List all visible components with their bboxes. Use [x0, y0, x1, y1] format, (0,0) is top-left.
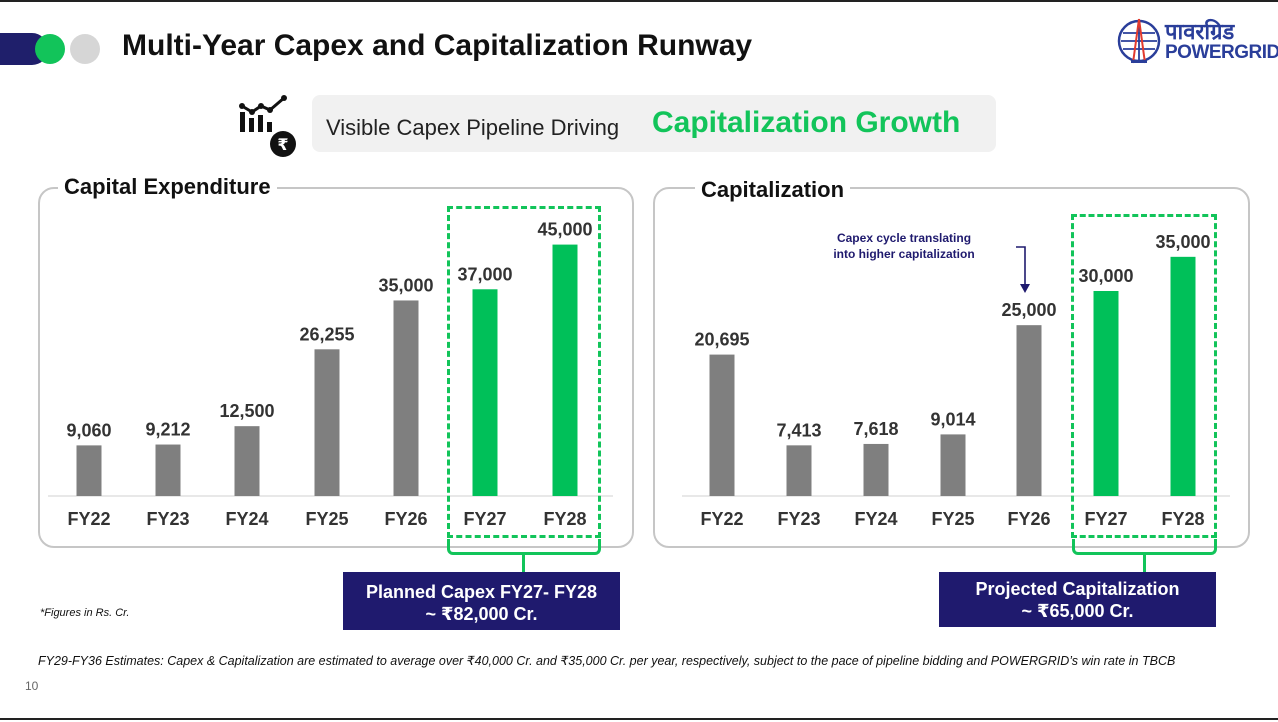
- capex-tick-label-fy27: FY27: [463, 509, 506, 529]
- capex-tick-label-fy25: FY25: [305, 509, 348, 529]
- capitalization-tick-label-fy22: FY22: [700, 509, 743, 529]
- logo-hindi-text: पावरग्रिड: [1165, 20, 1235, 45]
- capitalization-tick-label-fy27: FY27: [1084, 509, 1127, 529]
- capitalization-tick-label-fy24: FY24: [854, 509, 897, 529]
- capex-bar-fy23: [155, 444, 181, 496]
- capex-callout: Planned Capex FY27- FY28 ~ ₹82,000 Cr.: [343, 572, 620, 630]
- capitalization-bar-fy24: [863, 443, 889, 496]
- capex-bar-fy25: [314, 349, 340, 496]
- capitalization-bar-fy22: [709, 354, 735, 496]
- capex-tick-label-fy26: FY26: [384, 509, 427, 529]
- powergrid-logo: पावरग्रिड POWERGRID: [1117, 16, 1278, 68]
- capex-value-label-fy23: 9,212: [145, 420, 190, 440]
- units-footnote: *Figures in Rs. Cr.: [40, 607, 130, 619]
- capitalization-bar-fy23: [786, 445, 812, 496]
- capex-bar-fy26: [393, 300, 419, 496]
- growth-rupee-icon: ₹: [239, 95, 296, 157]
- banner-plain-text: Visible Capex Pipeline Driving: [326, 115, 620, 140]
- capitalization-tick-label-fy25: FY25: [931, 509, 974, 529]
- headline-banner: Visible Capex Pipeline Driving Capitaliz…: [312, 95, 996, 152]
- capitalization-callout-line2: ~ ₹65,000 Cr.: [1021, 601, 1134, 621]
- estimates-footnote: FY29-FY36 Estimates: Capex & Capitalizat…: [38, 654, 1176, 668]
- capex-bracket: [447, 539, 601, 555]
- capitalization-value-label-fy27: 30,000: [1078, 266, 1133, 286]
- capitalization-value-label-fy24: 7,618: [853, 419, 898, 439]
- capex-callout-line2: ~ ₹82,000 Cr.: [425, 604, 538, 624]
- annotation-line1: Capex cycle translating: [836, 231, 972, 245]
- capitalization-bar-fy26: [1016, 325, 1042, 496]
- capitalization-value-label-fy25: 9,014: [930, 409, 975, 429]
- capitalization-chart-title: Capitalization: [695, 177, 851, 203]
- capex-chart-title: Capital Expenditure: [58, 174, 277, 200]
- capex-panel: [38, 187, 634, 548]
- top-rule: [0, 0, 1278, 2]
- capitalization-value-label-fy28: 35,000: [1155, 232, 1210, 252]
- capex-bracket-stem: [522, 554, 525, 572]
- logo-english-text: POWERGRID: [1165, 42, 1278, 63]
- capitalization-bar-fy27: [1093, 291, 1119, 496]
- capitalization-highlight-box: [1071, 214, 1217, 538]
- capitalization-bar-fy28: [1170, 256, 1196, 496]
- page-title: Multi-Year Capex and Capitalization Runw…: [122, 29, 753, 62]
- annotation-arrow-icon: [1016, 246, 1030, 293]
- capex-tick-label-fy23: FY23: [146, 509, 189, 529]
- green-dot-icon: [35, 34, 65, 64]
- bottom-rule: [0, 718, 1278, 720]
- capex-value-label-fy27: 37,000: [457, 264, 512, 284]
- banner-accent-text: Capitalization Growth: [652, 106, 961, 139]
- capitalization-panel: [653, 187, 1250, 548]
- capitalization-callout: Projected Capitalization ~ ₹65,000 Cr.: [939, 572, 1216, 627]
- capex-value-label-fy22: 9,060: [66, 420, 111, 440]
- capex-value-label-fy24: 12,500: [219, 401, 274, 421]
- capex-value-label-fy26: 35,000: [378, 275, 433, 295]
- capex-bar-fy28: [552, 244, 578, 496]
- capitalization-bar-fy25: [940, 434, 966, 496]
- svg-text:₹: ₹: [277, 135, 288, 154]
- capitalization-annotation: Capex cycle translating into higher capi…: [818, 230, 990, 262]
- annotation-line2: into higher capitalization: [833, 247, 975, 261]
- capex-bar-fy24: [234, 426, 260, 496]
- capitalization-tick-label-fy28: FY28: [1161, 509, 1204, 529]
- capex-value-label-fy28: 45,000: [537, 220, 592, 240]
- capitalization-value-label-fy23: 7,413: [776, 420, 821, 440]
- capex-highlight-box: [447, 206, 601, 538]
- capex-bar-fy22: [76, 445, 102, 496]
- capitalization-bracket: [1072, 539, 1217, 555]
- capex-callout-line1: Planned Capex FY27- FY28: [365, 582, 598, 602]
- globe-icon: [1117, 18, 1161, 64]
- capitalization-callout-line1: Projected Capitalization: [975, 579, 1180, 599]
- capex-tick-label-fy22: FY22: [67, 509, 110, 529]
- capex-tick-label-fy28: FY28: [543, 509, 586, 529]
- page-number: 10: [25, 679, 39, 693]
- capitalization-bracket-stem: [1143, 554, 1146, 572]
- capitalization-tick-label-fy23: FY23: [777, 509, 820, 529]
- capex-bar-fy27: [472, 289, 498, 496]
- grey-dot-icon: [70, 34, 100, 64]
- capex-tick-label-fy24: FY24: [225, 509, 268, 529]
- capex-value-label-fy25: 26,255: [299, 324, 354, 344]
- capitalization-value-label-fy22: 20,695: [694, 330, 749, 350]
- capitalization-value-label-fy26: 25,000: [1001, 300, 1056, 320]
- capitalization-tick-label-fy26: FY26: [1007, 509, 1050, 529]
